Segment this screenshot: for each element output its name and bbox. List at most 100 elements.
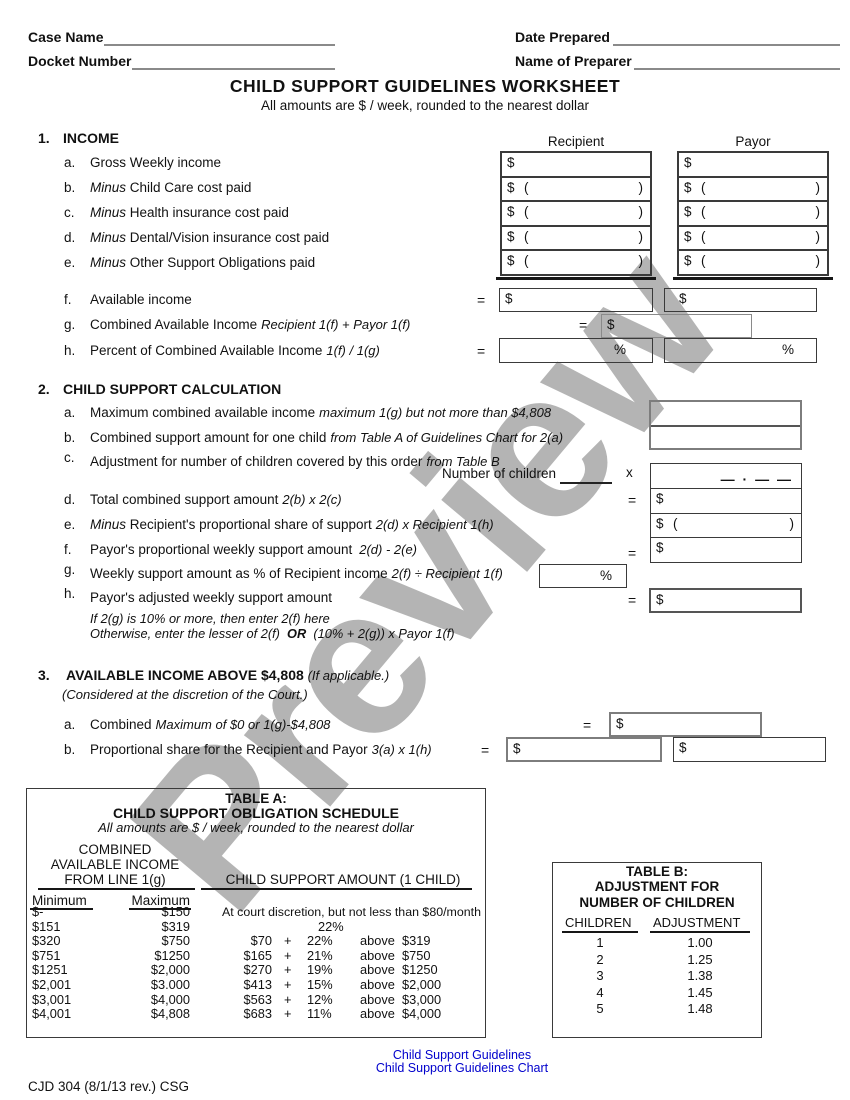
recipient-child-care-field[interactable]: $() (502, 178, 650, 203)
recipient-other-oblig-field[interactable]: $() (507, 253, 643, 269)
total-combined-support-field[interactable]: $ (651, 489, 801, 514)
recipient-income-stack: $ $() $() $() $() (500, 151, 652, 276)
row-2h-note1: If 2(g) is 10% or more, then enter 2(f) … (90, 611, 330, 626)
date-prepared-blank[interactable] (613, 44, 840, 46)
payor-gross-income-field[interactable]: $ (679, 153, 827, 178)
row-1b-label: Minus Child Care cost paid (90, 180, 252, 195)
plus-sign: + (284, 1006, 292, 1021)
payor-health-ins-field[interactable]: $() (679, 202, 827, 227)
table-b-adj-1: 1.25 (687, 952, 713, 967)
case-name-blank[interactable] (104, 44, 335, 46)
table-b-adj-2: 1.38 (687, 968, 713, 983)
recipient-available-income-field[interactable]: $ (499, 288, 653, 312)
payor-other-oblig-field[interactable]: $() (684, 253, 820, 269)
table-a-th-2: $319 (402, 933, 431, 948)
table-a-min-7: $4,001 (32, 1006, 72, 1021)
row-1g-equals: = (579, 317, 588, 333)
plus-sign: + (284, 977, 292, 992)
guidelines-chart-link[interactable]: Child Support Guidelines Chart (375, 1061, 549, 1075)
row-1a-label: Gross Weekly income (90, 155, 222, 170)
docket-number-blank[interactable] (132, 68, 335, 70)
above-label: above (360, 977, 395, 992)
one-child-support-field[interactable] (651, 427, 800, 450)
table-a-pct-3: 21% (307, 948, 333, 963)
table-a-max-4: $2,000 (150, 962, 190, 977)
table-a-base-5: $413 (243, 977, 272, 992)
table-a-th-7: $4,000 (402, 1006, 442, 1021)
table-a-th-6: $3,000 (402, 992, 442, 1007)
table-a-max-1: $319 (161, 919, 190, 934)
recipient-share-field[interactable]: $() (651, 514, 801, 539)
recipient-dental-ins-field[interactable]: $() (502, 227, 650, 252)
table-a-min-header: Minimum (32, 893, 87, 908)
row-3b-label: Proportional share for the Recipient and… (90, 742, 432, 757)
row-3a-letter: a. (64, 717, 76, 732)
table-a-pct-1: 22% (318, 919, 344, 934)
multiply-sign: x (626, 465, 633, 480)
combined-available-income-field[interactable]: $ (601, 314, 752, 338)
number-of-children-blank[interactable] (560, 482, 612, 484)
table-a-max-2: $750 (161, 933, 190, 948)
page-subtitle: All amounts are $ / week, rounded to the… (261, 98, 589, 113)
table-b-border (552, 862, 762, 1038)
row-2h-label: Payor's adjusted weekly support amount (90, 590, 332, 605)
table-b-children-4: 5 (596, 1001, 604, 1016)
recipient-share-above-field[interactable]: $ (506, 737, 662, 762)
table-a-pct-7: 11% (307, 1006, 332, 1021)
table-b-children-3: 4 (596, 985, 604, 1000)
section1-number: 1. (38, 130, 50, 146)
name-of-preparer-blank[interactable] (634, 68, 840, 70)
table-a-min-1: $151 (32, 919, 61, 934)
table-a-min-6: $3,001 (32, 992, 72, 1007)
table-a-col2-underline (201, 888, 472, 890)
dollar-sign: $ (507, 155, 515, 170)
row-2f-label: Payor's proportional weekly support amou… (90, 542, 418, 557)
payor-dental-ins-field[interactable]: $() (679, 227, 827, 252)
decimal-placeholder: — · — — (720, 470, 793, 487)
table-a-base-4: $270 (243, 962, 272, 977)
table-b-title1: TABLE B: (626, 864, 688, 879)
section2-title: CHILD SUPPORT CALCULATION (63, 381, 282, 397)
plus-sign: + (284, 992, 292, 1007)
table-a-min-underline (30, 908, 93, 910)
row-2a-label: Maximum combined available income maximum… (90, 405, 552, 420)
row-2b-label: Combined support amount for one child fro… (90, 430, 564, 445)
section3-note: (Considered at the discretion of the Cou… (62, 687, 308, 702)
recipient-gross-income-field[interactable]: $ (502, 153, 650, 178)
table-a-pct-4: 19% (307, 962, 333, 977)
row-1f-label: Available income (90, 292, 192, 307)
table-a-max-3: $1250 (154, 948, 190, 963)
table-b-adjustment-underline (650, 931, 750, 933)
table-b-title3: NUMBER OF CHILDREN (579, 895, 735, 910)
row-1b-letter: b. (64, 180, 76, 195)
combined-above-max-field[interactable]: $ (609, 712, 762, 737)
payor-available-income-field[interactable]: $ (664, 288, 817, 312)
table-a-col1-underline (38, 888, 195, 890)
table-a-pct-6: 12% (307, 992, 333, 1007)
payor-percent-field[interactable]: % (664, 338, 817, 363)
payor-column-header: Payor (735, 134, 771, 149)
row-1h-letter: h. (64, 343, 76, 358)
recipient-percent-field[interactable]: % (499, 338, 653, 363)
row-2e-label: Minus Recipient's proportional share of … (90, 517, 494, 532)
section3-title: AVAILABLE INCOME ABOVE $4,808 (If applic… (66, 667, 390, 683)
row-2d-label: Total combined support amount 2(b) x 2(c) (90, 492, 342, 507)
support-percent-field[interactable]: % (539, 564, 627, 588)
above-label: above (360, 992, 395, 1007)
table-b-title2: ADJUSTMENT FOR (594, 879, 720, 894)
guidelines-link[interactable]: Child Support Guidelines (392, 1048, 532, 1062)
form-id: CJD 304 (8/1/13 rev.) CSG (28, 1079, 190, 1094)
payor-adjusted-support-field[interactable]: $ (649, 588, 802, 613)
calculation-stack: — · — — $ $() $ (650, 463, 802, 563)
row-2h-letter: h. (64, 586, 76, 601)
payor-child-care-field[interactable]: $() (679, 178, 827, 203)
payor-proportional-field[interactable]: $ (656, 540, 664, 556)
table-a-max-header: Maximum (131, 893, 190, 908)
children-adjustment-field[interactable]: — · — — (651, 464, 801, 489)
recipient-health-ins-field[interactable]: $() (502, 202, 650, 227)
payor-share-above-field[interactable]: $ (673, 737, 826, 762)
table-a-subtitle: CHILD SUPPORT OBLIGATION SCHEDULE (113, 805, 399, 821)
row-1d-label: Minus Dental/Vision insurance cost paid (90, 230, 330, 245)
max-combined-income-field[interactable] (651, 402, 800, 427)
table-b-children-header: CHILDREN (565, 915, 632, 930)
